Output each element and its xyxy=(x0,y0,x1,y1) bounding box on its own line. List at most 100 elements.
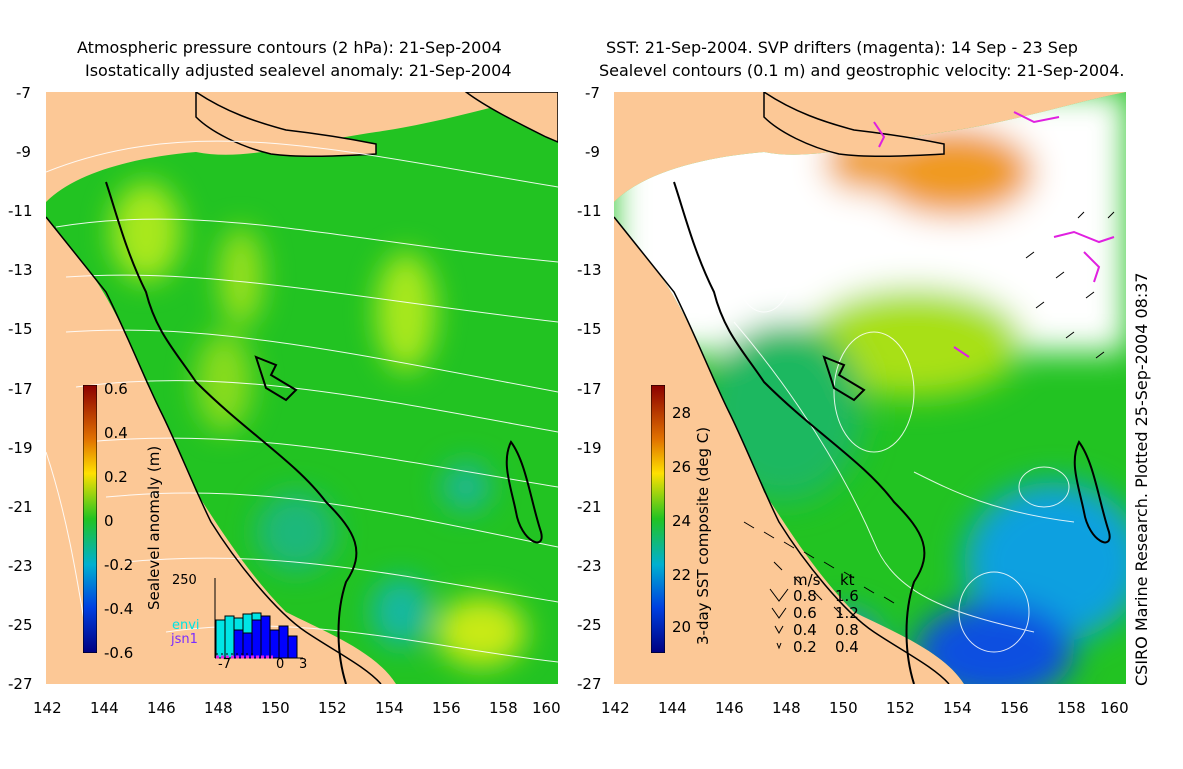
velocity-key-ms: 0.2 xyxy=(793,638,817,656)
right-colorbar-tick: 24 xyxy=(672,512,692,530)
x-tick-left: 152 xyxy=(318,699,347,717)
reef-outline xyxy=(822,355,866,402)
x-tick-right: 144 xyxy=(658,699,687,717)
anomaly-low xyxy=(441,462,491,512)
y-tick-right: -9 xyxy=(585,143,600,161)
reef-outline xyxy=(505,440,543,544)
y-tick-right: -15 xyxy=(577,320,602,338)
velocity-key-kt: 0.8 xyxy=(835,621,859,639)
x-tick-right: 152 xyxy=(886,699,915,717)
y-tick-right: -13 xyxy=(577,261,602,279)
y-tick-left: -13 xyxy=(8,261,33,279)
x-tick-right: 158 xyxy=(1057,699,1086,717)
x-tick-right: 154 xyxy=(943,699,972,717)
x-tick-left: 154 xyxy=(375,699,404,717)
inset-x-label: -7 xyxy=(218,657,231,672)
anomaly-low xyxy=(371,577,431,647)
left-colorbar-tick: -0.4 xyxy=(104,600,134,618)
left-colorbar-tick: -0.6 xyxy=(104,644,134,662)
png-island xyxy=(464,92,558,143)
y-tick-left: -7 xyxy=(16,84,31,102)
coastline xyxy=(46,216,382,684)
anomaly-high xyxy=(219,227,263,327)
anomaly-high xyxy=(111,182,181,282)
sst-warm xyxy=(804,287,1024,397)
y-tick-right: -21 xyxy=(577,498,602,516)
new-guinea-land xyxy=(763,92,945,158)
coastline xyxy=(614,216,950,684)
y-tick-left: -17 xyxy=(8,380,33,398)
right-colorbar xyxy=(651,385,665,653)
x-tick-left: 158 xyxy=(489,699,518,717)
y-tick-left: -25 xyxy=(8,616,33,634)
inset-x-label: 0 xyxy=(276,657,285,672)
reef-outline xyxy=(254,355,298,402)
velocity-key-header-kt: kt xyxy=(840,571,855,589)
inset-histogram xyxy=(214,578,303,659)
inset-legend-envi: envi xyxy=(172,618,200,633)
left-title-line1: Atmospheric pressure contours (2 hPa): 2… xyxy=(77,38,502,57)
velocity-key-arrows xyxy=(769,588,789,650)
right-colorbar-label: 3-day SST composite (deg C) xyxy=(694,426,712,645)
anomaly-high xyxy=(436,597,526,667)
x-tick-left: 148 xyxy=(204,699,233,717)
y-tick-right: -19 xyxy=(577,439,602,457)
inset-ymax: 250 xyxy=(172,573,197,588)
left-colorbar xyxy=(83,385,97,653)
y-tick-right: -17 xyxy=(577,380,602,398)
x-tick-right: 150 xyxy=(829,699,858,717)
y-tick-left: -11 xyxy=(8,202,33,220)
right-colorbar-tick: 22 xyxy=(672,566,692,584)
y-tick-right: -23 xyxy=(577,557,602,575)
y-tick-left: -27 xyxy=(8,675,33,693)
left-map xyxy=(46,92,558,684)
x-tick-left: 160 xyxy=(532,699,561,717)
velocity-key-kt: 0.4 xyxy=(835,638,859,656)
right-map xyxy=(614,92,1126,684)
sealevel-contours xyxy=(733,211,1075,653)
velocity-key-header-ms: m/s xyxy=(793,571,821,589)
x-tick-right: 142 xyxy=(601,699,630,717)
x-tick-left: 146 xyxy=(147,699,176,717)
y-tick-right: -25 xyxy=(577,616,602,634)
x-tick-right: 146 xyxy=(715,699,744,717)
shelf-contour xyxy=(673,181,926,684)
y-tick-right: -11 xyxy=(577,202,602,220)
left-colorbar-tick: 0.2 xyxy=(104,468,128,486)
velocity-key-ms: 0.6 xyxy=(793,604,817,622)
right-colorbar-tick: 28 xyxy=(672,404,692,422)
inset-legend-jsn1: jsn1 xyxy=(171,632,198,647)
y-tick-left: -21 xyxy=(8,498,33,516)
x-tick-right: 148 xyxy=(772,699,801,717)
x-tick-left: 142 xyxy=(33,699,62,717)
plot-credit: CSIRO Marine Research. Plotted 25-Sep-20… xyxy=(1132,272,1151,686)
x-tick-left: 150 xyxy=(261,699,290,717)
left-colorbar-tick: 0.6 xyxy=(104,380,128,398)
shelf-contour xyxy=(105,181,358,684)
x-tick-left: 156 xyxy=(432,699,461,717)
right-title-line1: SST: 21-Sep-2004. SVP drifters (magenta)… xyxy=(606,38,1078,57)
y-tick-right: -7 xyxy=(585,84,600,102)
right-colorbar-tick: 20 xyxy=(672,618,692,636)
velocity-key-ms: 0.4 xyxy=(793,621,817,639)
left-colorbar-tick: -0.2 xyxy=(104,556,134,574)
anomaly-high xyxy=(376,252,436,372)
y-tick-left: -15 xyxy=(8,320,33,338)
right-colorbar-tick: 26 xyxy=(672,458,692,476)
left-colorbar-label: Sealevel anomaly (m) xyxy=(145,445,163,610)
velocity-key-kt: 1.2 xyxy=(835,604,859,622)
left-title-line2: Isostatically adjusted sealevel anomaly:… xyxy=(85,61,512,80)
drifter-tracks xyxy=(873,111,1115,358)
sst-cool xyxy=(964,482,1126,642)
new-guinea-land xyxy=(195,92,377,158)
right-title-line2: Sealevel contours (0.1 m) and geostrophi… xyxy=(599,61,1125,80)
inset-x-label: 3 xyxy=(299,657,308,672)
y-tick-left: -23 xyxy=(8,557,33,575)
reef-outline xyxy=(1073,440,1111,544)
velocity-key-kt: 1.6 xyxy=(835,587,859,605)
left-colorbar-tick: 0.4 xyxy=(104,424,128,442)
x-tick-left: 144 xyxy=(90,699,119,717)
y-tick-right: -27 xyxy=(577,675,602,693)
velocity-arrows xyxy=(743,211,1115,616)
x-tick-right: 156 xyxy=(1000,699,1029,717)
